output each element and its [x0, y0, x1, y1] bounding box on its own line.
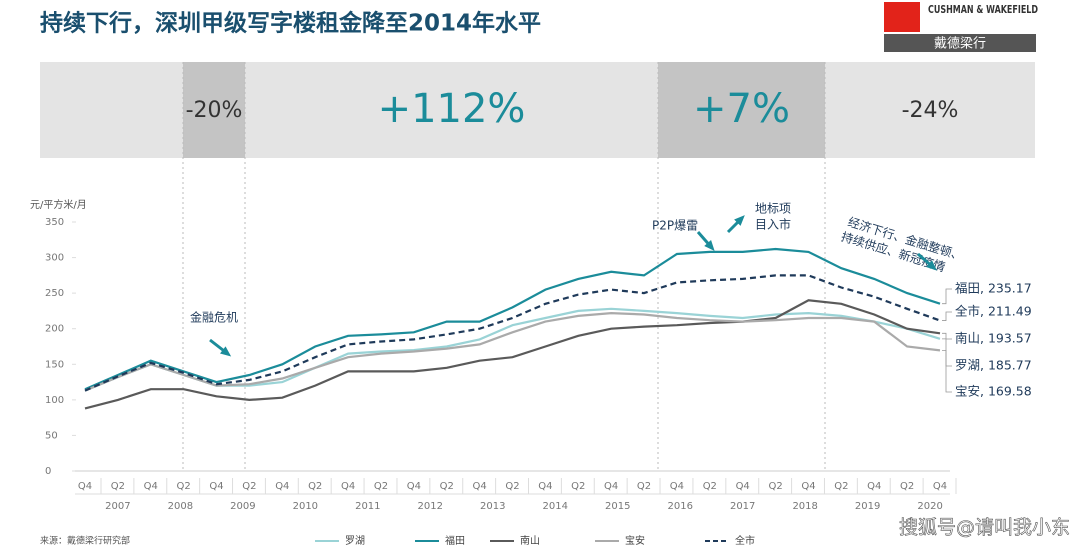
x-tick-label: Q2: [637, 481, 651, 492]
y-tick-label: 200: [45, 324, 64, 335]
end-label: 宝安, 169.58: [955, 384, 1032, 399]
legend-label: 福田: [445, 534, 465, 547]
series-line: [84, 247, 941, 391]
end-label: 南山, 193.57: [955, 331, 1032, 346]
logo-bar: [884, 34, 1036, 52]
annotation: P2P爆雷: [652, 219, 698, 233]
x-tick-label: Q2: [834, 481, 848, 492]
watermark: 搜狐号@请叫我小东: [899, 517, 1070, 539]
year-label: 2008: [168, 501, 193, 512]
y-tick-label: 100: [45, 395, 64, 406]
legend-label: 南山: [520, 534, 540, 547]
y-axis-label: 元/平方米/月: [30, 198, 87, 211]
x-tick-label: Q2: [505, 481, 519, 492]
annotation: 地标项: [755, 202, 791, 216]
x-tick-label: Q2: [440, 481, 454, 492]
arrow-head: [926, 260, 938, 271]
period-label: -20%: [186, 98, 243, 123]
x-tick-label: Q4: [275, 481, 289, 492]
y-tick-label: 250: [45, 288, 64, 299]
periods: -20% +112% +7% -24%: [182, 62, 959, 472]
series-line: [84, 274, 941, 392]
legend-label: 罗湖: [345, 535, 365, 547]
x-tick-label: Q4: [736, 481, 750, 492]
year-label: 2017: [730, 501, 755, 512]
x-tick-label: Q2: [177, 481, 191, 492]
series-line: [84, 311, 941, 392]
year-label: 2013: [480, 501, 505, 512]
x-tick-label: Q4: [407, 481, 421, 492]
annotation: 目入市: [755, 217, 791, 232]
x-tick-label: Q4: [538, 481, 552, 492]
end-label: 罗湖, 185.77: [955, 358, 1032, 373]
end-leader: [942, 288, 952, 305]
year-label: 2018: [792, 501, 817, 512]
x-tick-label: Q2: [308, 481, 322, 492]
x-tick-label: Q4: [209, 481, 223, 492]
x-tick-label: Q2: [900, 481, 914, 492]
end-leader: [942, 349, 952, 393]
x-tick-label: Q4: [341, 481, 355, 492]
end-leader: [942, 332, 952, 340]
year-label: 2019: [855, 501, 880, 512]
series-line: [84, 299, 941, 410]
year-label: 2012: [418, 501, 443, 512]
y-tick-label: 50: [45, 430, 58, 441]
y-tick-label: 350: [45, 217, 64, 228]
end-label: 全市, 211.49: [955, 304, 1032, 319]
x-tick-label: Q4: [604, 481, 618, 492]
year-label: 2009: [230, 501, 255, 512]
y-tick-label: 0: [45, 466, 51, 477]
x-tick-label: Q4: [867, 481, 881, 492]
end-leader: [942, 338, 952, 367]
arrow-head: [704, 240, 715, 252]
year-label: 2011: [355, 501, 380, 512]
x-tick-label: Q2: [571, 481, 585, 492]
annotation: 金融危机: [190, 310, 238, 325]
x-tick-label: Q4: [472, 481, 486, 492]
plot: 0 50 100 150 200 250 300 350 Q4 Q2 Q4 Q2 Q4 Q2 Q4 Q2 Q4 Q…: [45, 202, 1032, 548]
period-label: +7%: [693, 86, 790, 132]
y-tick-label: 300: [45, 253, 64, 264]
x-tick-label: Q2: [111, 481, 125, 492]
logo-block: [884, 2, 920, 32]
year-label: 2014: [543, 501, 568, 512]
x-tick-label: Q2: [374, 481, 388, 492]
arrow-head: [220, 346, 232, 357]
source: 来源：戴德梁行研究部: [40, 535, 130, 547]
legend-label: 宝安: [625, 534, 645, 547]
year-label: 2020: [917, 501, 942, 512]
period-label: +112%: [378, 86, 526, 132]
logo-name: CUSHMAN & WAKEFIELD: [928, 3, 1038, 16]
x-tick-label: Q4: [933, 481, 947, 492]
year-label: 2016: [667, 501, 692, 512]
year-label: 2015: [605, 501, 630, 512]
x-tick-label: Q2: [703, 481, 717, 492]
logo-cn: 戴德梁行: [934, 37, 986, 52]
x-tick-label: Q2: [242, 481, 256, 492]
period-box: [658, 62, 825, 158]
year-label: 2010: [293, 501, 318, 512]
end-label: 福田, 235.17: [955, 281, 1032, 296]
x-tick-label: Q4: [144, 481, 158, 492]
logo: CUSHMAN & WAKEFIELD 戴德梁行: [884, 2, 1038, 52]
arrow-head: [734, 215, 745, 226]
x-tick-label: Q4: [670, 481, 684, 492]
y-tick-label: 150: [45, 359, 64, 370]
x-tick-label: Q4: [78, 481, 92, 492]
x-tick-label: Q2: [768, 481, 782, 492]
period-box: [183, 62, 245, 158]
x-tick-label: Q4: [801, 481, 815, 492]
year-label: 2007: [105, 501, 130, 512]
end-leader: [942, 311, 952, 321]
title: 持续下行，深圳甲级写字楼租金降至2014年水平: [40, 10, 541, 37]
legend-label: 全市: [735, 534, 755, 547]
period-label: -24%: [902, 98, 959, 123]
